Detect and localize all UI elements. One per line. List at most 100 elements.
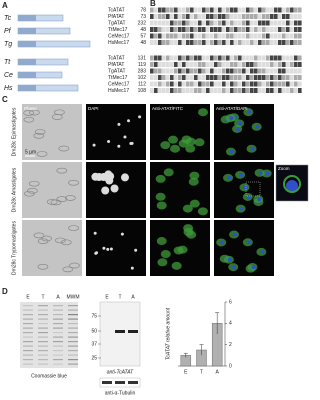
- stain: [160, 250, 171, 259]
- residue: [194, 33, 198, 39]
- residue: [286, 68, 290, 74]
- residue: [166, 81, 170, 87]
- stain: [185, 144, 196, 153]
- residue: [194, 62, 198, 67]
- residue: [230, 33, 234, 39]
- stain: [186, 230, 197, 239]
- residue: [242, 81, 246, 87]
- residue: [182, 40, 186, 45]
- residue: [266, 68, 270, 74]
- residue: [170, 75, 174, 80]
- residue: [162, 55, 166, 61]
- residue: [298, 33, 302, 39]
- residue: [158, 68, 162, 74]
- residue: [206, 20, 210, 26]
- residue: [282, 33, 286, 39]
- residue: [162, 81, 166, 87]
- cell: [56, 196, 68, 202]
- residue: [194, 27, 198, 32]
- residue: [202, 14, 206, 19]
- residue: [178, 62, 182, 67]
- residue: [190, 75, 194, 80]
- gel-band: [53, 327, 63, 329]
- residue: [214, 75, 218, 80]
- residue: [270, 88, 274, 93]
- residue: [250, 88, 254, 93]
- marker-label: 25: [91, 355, 97, 361]
- micrograph: [150, 162, 210, 218]
- residue: [270, 14, 274, 19]
- residue: [190, 27, 194, 32]
- stain: [157, 258, 168, 267]
- cell: [27, 187, 38, 194]
- gel-band: [23, 309, 33, 311]
- residue: [254, 14, 258, 19]
- nucleus: [120, 173, 129, 182]
- residue: [170, 62, 174, 67]
- residue: [174, 40, 178, 45]
- residue: [190, 55, 194, 61]
- residue: [174, 88, 178, 93]
- gel-band: [38, 363, 48, 365]
- residue: [150, 27, 154, 32]
- sequence-start: 108: [138, 88, 147, 94]
- residue: [166, 75, 170, 80]
- residue: [166, 55, 170, 61]
- residue: [270, 7, 274, 13]
- residue: [278, 68, 282, 74]
- residue: [222, 62, 226, 67]
- residue: [242, 75, 246, 80]
- nucleus: [92, 143, 96, 147]
- residue: [190, 14, 194, 19]
- residue: [218, 7, 222, 13]
- residue: [198, 20, 202, 26]
- residue: [230, 14, 234, 19]
- residue: [198, 27, 202, 32]
- zoom-box: [245, 181, 261, 197]
- residue: [290, 20, 294, 26]
- residue: [262, 75, 266, 80]
- residue: [154, 68, 158, 74]
- micrograph: [150, 104, 210, 160]
- panel-label: C: [2, 95, 8, 104]
- residue: [226, 7, 230, 13]
- residue: [266, 88, 270, 93]
- gel-band: [53, 332, 63, 334]
- residue: [274, 40, 278, 45]
- y-tick-label: 0: [229, 363, 232, 369]
- tubulin-blot: [99, 377, 141, 388]
- nucleus: [130, 266, 134, 270]
- gel-band: [38, 336, 48, 338]
- sequence-start: 78: [140, 7, 146, 13]
- gel-band: [38, 345, 48, 347]
- gel-band: [38, 350, 48, 352]
- gel-band: [23, 354, 33, 356]
- residue: [234, 68, 238, 74]
- residue: [150, 75, 154, 80]
- residue: [262, 27, 266, 32]
- nucleus: [227, 257, 232, 262]
- residue: [218, 20, 222, 26]
- residue: [166, 14, 170, 19]
- residue: [250, 68, 254, 74]
- residue: [298, 88, 302, 93]
- residue: [286, 62, 290, 67]
- residue: [250, 20, 254, 26]
- gel-band: [23, 305, 33, 307]
- residue: [206, 81, 210, 87]
- residue: [182, 75, 186, 80]
- residue: [234, 20, 238, 26]
- nucleus: [239, 172, 244, 177]
- residue: [270, 81, 274, 87]
- residue: [158, 33, 162, 39]
- sequence-name: HsMec17: [108, 40, 129, 46]
- residue: [290, 81, 294, 87]
- residue: [214, 33, 218, 39]
- residue: [186, 27, 190, 32]
- residue: [202, 88, 206, 93]
- residue: [158, 88, 162, 93]
- panel-label: A: [2, 1, 8, 10]
- residue: [294, 40, 298, 45]
- y-axis-label: TcATAT relative amount: [165, 307, 171, 360]
- nucleus: [107, 140, 111, 144]
